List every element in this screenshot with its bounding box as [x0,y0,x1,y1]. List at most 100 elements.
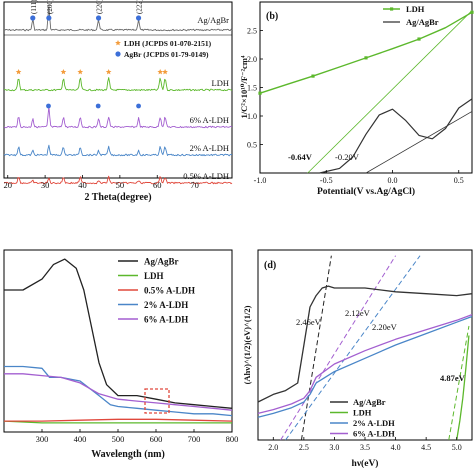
uv-series [4,418,233,422]
uv-series [4,373,233,411]
x-axis-title: Wavelength (nm) [91,449,165,460]
series-agagbr-xrd [3,5,233,32]
ldh-point [311,74,315,78]
agbr-marker [30,15,36,21]
x-tick-label: 30 [41,180,50,190]
bandgap-agbr: 2.46eV [296,317,322,327]
x-tick-label: 0.0 [388,176,398,185]
series-05-xrd [3,175,233,185]
xrd-series-label: 0.5% A-LDH [183,171,229,181]
ldh-marker [77,69,84,75]
y-axis-title: (Ahν)^(1/2)(eV)^(1/2) [242,305,252,384]
xrd-series-label: 2% A-LDH [190,143,229,153]
miller-label: (111) [30,0,38,14]
series-agagbr-ms [319,98,473,174]
ldh-point [417,37,421,41]
xrd-series-label: LDH [212,78,229,88]
legend-agbr-text: AgBr (JCPDS 01-79-0149) [124,50,209,59]
x-tick-label: -1.0 [254,176,267,185]
x-tick-label: 500 [112,434,125,444]
agbr-marker [136,103,141,109]
ldh-point [258,91,262,95]
agbr-marker [95,15,102,21]
bandgap-2: 2.20eV [372,322,398,332]
x-tick-label: 2.0 [268,443,278,452]
x-tick-label: 0.5 [454,176,464,185]
x-tick-label: 400 [74,434,87,444]
highlight-box [144,388,170,414]
tangent-line [307,10,473,174]
legend-star [115,40,121,46]
agbr-marker [46,103,51,109]
y-tick-label: 1.5 [247,84,257,93]
ldh-marker [105,69,112,75]
series-6-xrd [3,106,233,129]
panel-c-uvvis: Ag/AgBr LDH 0.5% A-LDH 2% A-LDH 6% A-LDH 300 4… [3,249,239,460]
x-tick-label: 70 [190,180,199,190]
x-tick-label: 3.5 [360,443,370,452]
x-tick-label: 3.0 [329,443,339,452]
legend-label: LDH [353,408,372,418]
ldh-point [470,10,474,14]
x-tick-label: 50 [116,180,125,190]
miller-label: (200) [46,0,54,14]
tauc-series [257,315,473,418]
x-tick-label: 700 [188,434,201,444]
uv-series [4,258,233,409]
legend-label: 2% A-LDH [353,418,395,428]
x-tick-label: -0.5 [320,176,333,185]
flatband-agbr: -0.20V [335,152,360,162]
tauc-series [257,313,473,415]
tauc-series [257,285,473,403]
y-tick-label: 2.5 [247,27,257,36]
panel-b-mott-schottky: (b) LDH Ag/AgBr -0.64V -0.20V 0.5 1.0 1.5 2.0 2.5… [239,1,474,197]
uv-series [3,420,232,424]
x-tick-label: 40 [78,180,87,190]
y-axis-title: 1/C²×10¹⁰/F⁻²cm⁴ [239,55,249,118]
legend-circle [115,51,121,57]
ldh-marker [157,69,164,75]
ldh-marker [60,69,67,75]
flatband-ldh: -0.64V [288,152,313,162]
x-tick-label: 300 [36,434,49,444]
x-tick-label: 5.0 [452,443,462,452]
xrd-series-label: Ag/AgBr [197,15,229,25]
legend-label: 6% A-LDH [353,429,395,439]
uv-series [4,365,233,417]
ldh-point [364,56,368,60]
y-tick-label: 0.5 [247,141,257,150]
legend-ldh-text: LDH [406,4,425,14]
agbr-marker [46,15,52,21]
ldh-marker [162,69,168,75]
x-tick-label: 600 [150,434,163,444]
tangent-6 [280,255,396,441]
tangent-line [365,111,473,174]
plot-frame [259,1,473,174]
x-axis-title: Potential(V vs.Ag/AgCl) [317,186,415,197]
x-tick-label: 800 [226,434,239,444]
agbr-marker [95,103,101,109]
bandgap-6: 2.12eV [345,308,371,318]
legend-label: 2% A-LDH [144,300,188,310]
x-tick-label: 4.0 [391,443,401,452]
x-tick-label: 2.5 [299,443,309,452]
x-tick-label: 60 [153,180,162,190]
ldh-marker [15,69,22,75]
series-ldh-ms [259,11,473,94]
y-tick-label: 1.0 [247,112,257,121]
x-axis-title: hν(eV) [352,458,379,469]
tauc-series [456,335,470,441]
agbr-marker [135,15,142,21]
tangent-2 [285,255,421,441]
panel-label: (b) [266,11,278,22]
xrd-series-label: 6% A-LDH [190,115,229,125]
x-tick-label: 4.5 [421,443,431,452]
legend-ldh-marker [390,7,394,11]
legend-label: Ag/AgBr [144,257,179,267]
legend-label: Ag/AgBr [353,397,386,407]
panel-label: (d) [264,260,276,271]
legend-agbr-text: Ag/AgBr [406,17,439,27]
y-tick-label: 2.0 [247,55,257,64]
